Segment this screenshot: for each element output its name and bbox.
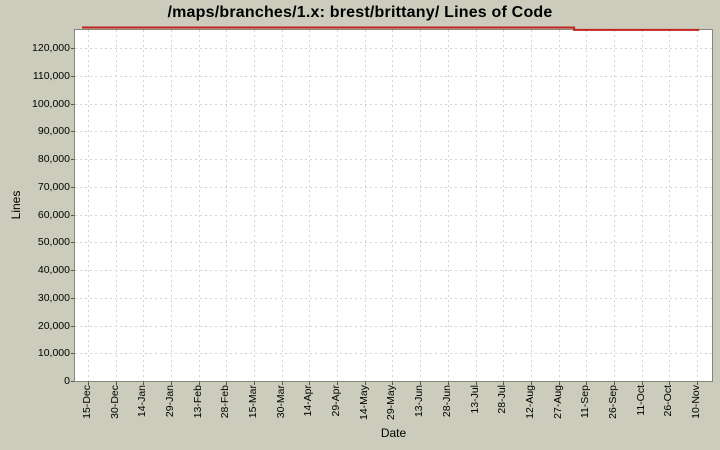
plot-area [74,26,713,382]
x-tick-mark [669,382,670,385]
x-axis-tick-label: 28-Jun [441,385,453,418]
x-tick-mark [614,382,615,385]
x-axis-tick-label: 11-Sep [579,385,591,419]
x-tick-mark [642,382,643,385]
chart-title: /maps/branches/1.x: brest/brittany/ Line… [167,4,553,21]
y-tick-mark [71,104,74,105]
x-tick-mark [337,382,338,385]
x-axis-tick-label: 12-Aug [524,385,536,419]
x-tick-mark [116,382,117,385]
plot-grid-and-series [75,26,712,381]
x-axis-tick-label: 15-Dec [81,385,93,419]
x-tick-mark [503,382,504,385]
y-tick-mark [71,215,74,216]
y-axis-tick-label: 90,000 [37,125,70,137]
x-axis-tick-label: 29-Apr [330,385,342,417]
x-axis-tick-label: 13-Jul [469,385,481,414]
y-tick-mark [71,298,74,299]
y-axis-tick-label: 10,000 [37,347,70,359]
x-tick-mark [697,382,698,385]
y-tick-mark [71,48,74,49]
y-axis-tick-label: 120,000 [32,42,70,54]
x-axis-tick-label: 14-Apr [302,385,314,417]
x-axis-tick-label: 26-Oct [662,385,674,417]
x-axis-tick-label: 15-Mar [247,385,259,419]
x-tick-mark [365,382,366,385]
x-axis-tick-label: 27-Aug [552,385,564,419]
x-axis-tick-label: 10-Nov [690,385,702,419]
x-tick-mark [309,382,310,385]
y-tick-mark [71,76,74,77]
y-axis-tick-label: 0 [64,375,70,387]
x-tick-mark [559,382,560,385]
y-tick-mark [71,381,74,382]
x-tick-mark [531,382,532,385]
x-axis-tick-label: 13-Feb [192,385,204,419]
x-axis-tick-label: 29-Jan [164,385,176,418]
y-tick-mark [71,270,74,271]
x-tick-mark [254,382,255,385]
y-tick-mark [71,131,74,132]
y-axis-tick-label: 60,000 [37,209,70,221]
x-tick-mark [171,382,172,385]
x-axis-tick-label: 13-Jun [413,385,425,418]
y-tick-mark [71,159,74,160]
x-axis-tick-label: 30-Dec [109,385,121,419]
x-axis-tick-label: 30-Mar [275,385,287,419]
x-axis-tick-label: 28-Jul [496,385,508,414]
x-axis-tick-label: 14-Jan [136,385,148,418]
x-tick-mark [226,382,227,385]
y-axis-tick-label: 70,000 [37,181,70,193]
y-axis-tick-label: 110,000 [32,70,70,82]
y-axis-tick-label: 50,000 [37,236,70,248]
x-tick-mark [476,382,477,385]
x-tick-mark [143,382,144,385]
y-axis-tick-label: 80,000 [37,153,70,165]
y-axis-tick-label: 20,000 [37,320,70,332]
x-tick-mark [586,382,587,385]
x-axis-tick-label: 11-Oct [635,385,647,416]
x-tick-mark [199,382,200,385]
loc-series-line [82,26,700,31]
x-axis-title: Date [380,426,407,440]
y-tick-mark [71,187,74,188]
y-axis-tick-label: 100,000 [32,98,70,110]
x-tick-mark [282,382,283,385]
y-tick-mark [71,242,74,243]
x-axis-tick-label: 29-May [385,385,397,421]
y-tick-mark [71,326,74,327]
x-tick-mark [448,382,449,385]
x-tick-mark [88,382,89,385]
x-axis-tick-label: 14-May [358,385,370,421]
x-axis-tick-label: 26-Sep [607,385,619,419]
x-tick-mark [392,382,393,385]
y-axis-tick-label: 30,000 [37,292,70,304]
y-axis-tick-label: 40,000 [37,264,70,276]
x-axis-tick-label: 28-Feb [219,385,231,419]
y-tick-mark [71,353,74,354]
x-tick-mark [420,382,421,385]
